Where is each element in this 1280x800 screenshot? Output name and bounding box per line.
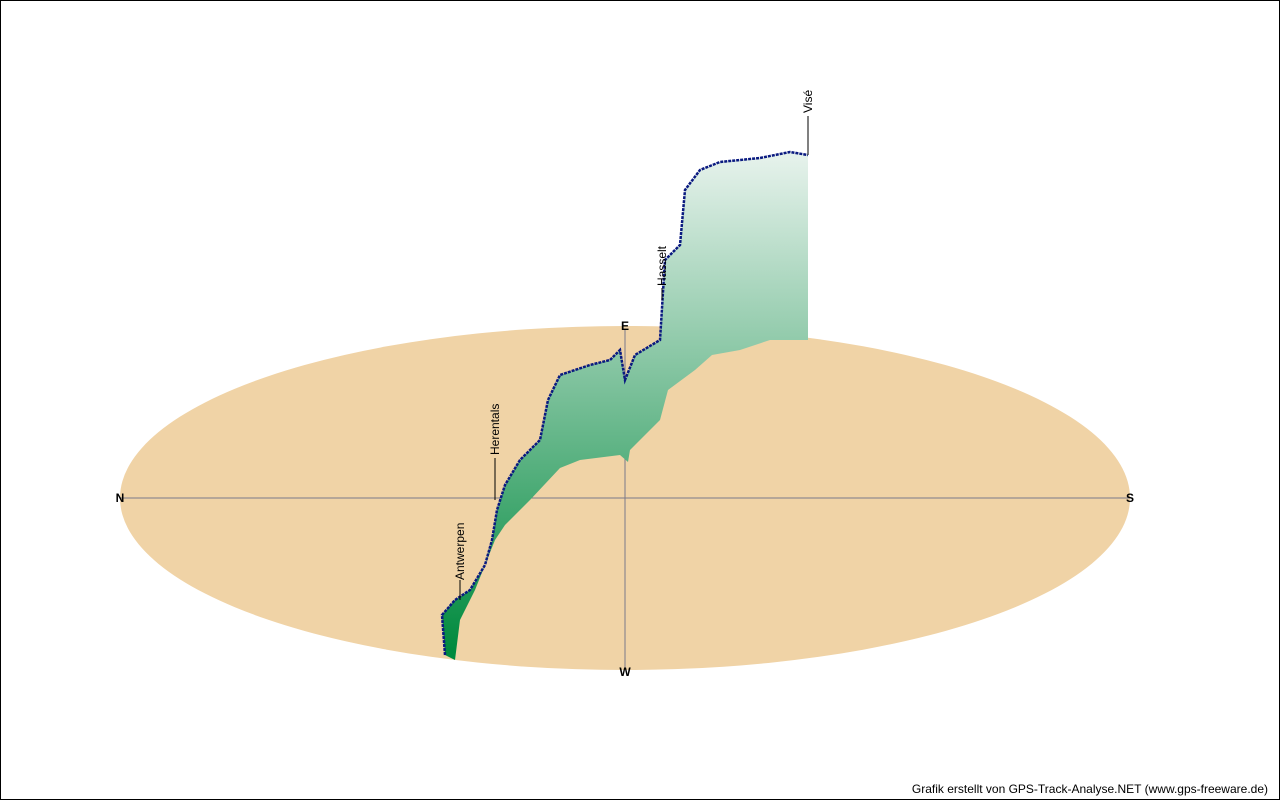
- compass-label: W: [619, 665, 631, 679]
- track-line: [440, 150, 809, 656]
- compass-label: S: [1126, 491, 1134, 505]
- place-label: Visé: [801, 90, 815, 113]
- footer-credit: Grafik erstellt von GPS-Track-Analyse.NE…: [912, 782, 1268, 796]
- place-label: Antwerpen: [453, 523, 467, 580]
- place-label: Hasselt: [655, 245, 669, 286]
- compass-label: E: [621, 319, 629, 333]
- compass-label: N: [116, 491, 125, 505]
- elevation-curtain: [442, 152, 808, 660]
- place-label: Herentals: [488, 404, 502, 455]
